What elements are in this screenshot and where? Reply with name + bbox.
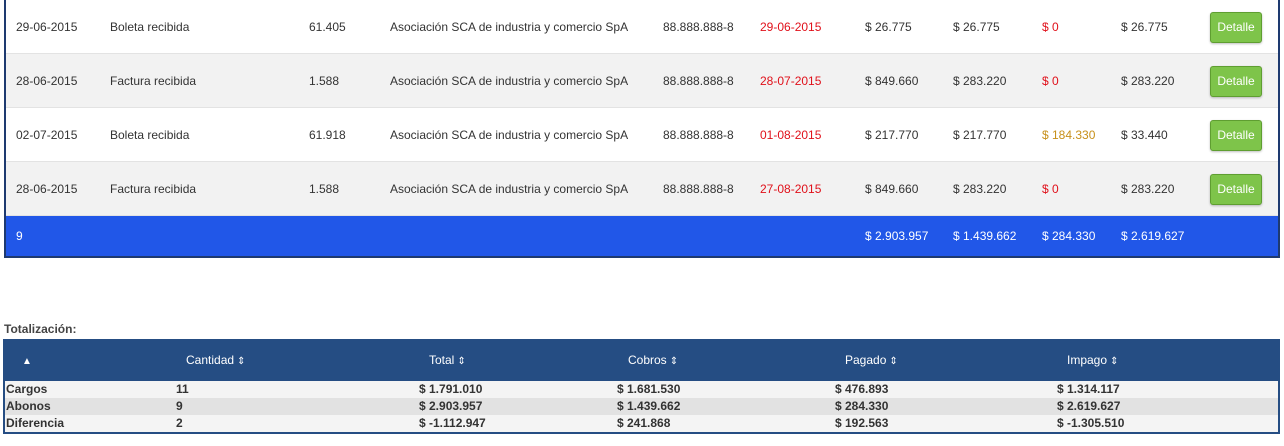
cobros-cell: $ 283.220 xyxy=(953,74,1007,88)
detail-button[interactable]: Detalle xyxy=(1210,174,1262,205)
type-cell: Factura recibida xyxy=(110,74,197,88)
due-date-cell: 28-07-2015 xyxy=(760,74,822,88)
detail-button[interactable]: Detalle xyxy=(1210,66,1262,97)
footer-pagado: $ 2.619.627 xyxy=(1121,229,1185,243)
column-header-pagado[interactable]: Pagado ⇕ xyxy=(845,353,898,367)
totals-title: Totalización: xyxy=(4,322,77,336)
column-header-cobros[interactable]: Cobros ⇕ xyxy=(628,353,679,367)
pagado-cell: $ 283.220 xyxy=(1121,182,1175,196)
saldo-cell: $ 0 xyxy=(1042,20,1059,34)
cantidad-cell: 9 xyxy=(176,399,183,413)
company-cell: Asociación SCA de industria y comercio S… xyxy=(390,20,629,34)
footer-total: $ 2.903.957 xyxy=(865,229,929,243)
pagado-cell: $ 476.893 xyxy=(835,382,889,396)
sort-icon: ⇕ xyxy=(889,356,898,367)
pagado-cell: $ 284.330 xyxy=(835,399,889,413)
table-row: Diferencia 2 $ -1.112.947 $ 241.868 $ 19… xyxy=(5,415,1278,432)
saldo-cell: $ 0 xyxy=(1042,182,1059,196)
due-date-cell: 01-08-2015 xyxy=(760,128,822,142)
type-cell: Factura recibida xyxy=(110,182,197,196)
saldo-cell: $ 0 xyxy=(1042,74,1059,88)
number-cell: 61.405 xyxy=(309,20,346,34)
total-cell: $ 2.903.957 xyxy=(419,399,483,413)
pagado-cell: $ 33.440 xyxy=(1121,128,1168,142)
rut-cell: 88.888.888-8 xyxy=(663,182,734,196)
rut-cell: 88.888.888-8 xyxy=(663,74,734,88)
pagado-cell: $ 283.220 xyxy=(1121,74,1175,88)
number-cell: 1.588 xyxy=(309,182,340,196)
type-cell: Boleta recibida xyxy=(110,128,190,142)
rut-cell: 88.888.888-8 xyxy=(663,128,734,142)
sort-icon: ⇕ xyxy=(457,356,466,367)
cobros-cell: $ 283.220 xyxy=(953,182,1007,196)
detail-button[interactable]: Detalle xyxy=(1210,120,1262,151)
table-row: Abonos 9 $ 2.903.957 $ 1.439.662 $ 284.3… xyxy=(5,398,1278,415)
column-header-cantidad[interactable]: Cantidad ⇕ xyxy=(186,353,246,367)
row-label: Cargos xyxy=(6,382,48,396)
footer-cobros: $ 1.439.662 xyxy=(953,229,1017,243)
column-header-impago[interactable]: Impago ⇕ xyxy=(1067,353,1119,367)
cantidad-cell: 2 xyxy=(176,416,183,430)
sort-icon: ⇕ xyxy=(1110,356,1119,367)
company-cell: Asociación SCA de industria y comercio S… xyxy=(390,74,629,88)
date-cell: 02-07-2015 xyxy=(16,128,78,142)
cobros-cell: $ 217.770 xyxy=(953,128,1007,142)
total-cell: $ -1.112.947 xyxy=(419,416,486,430)
total-cell: $ 1.791.010 xyxy=(419,382,483,396)
cobros-cell: $ 1.681.530 xyxy=(617,382,681,396)
totals-table: ▲︎ Cantidad ⇕ Total ⇕ Cobros ⇕ Pagado ⇕ Impa… xyxy=(3,339,1280,436)
total-cell: $ 849.660 xyxy=(865,182,919,196)
column-header-first[interactable]: ▲︎ xyxy=(19,339,32,381)
date-cell: 29-06-2015 xyxy=(16,20,78,34)
date-cell: 28-06-2015 xyxy=(16,74,78,88)
totals-header: ▲︎ Cantidad ⇕ Total ⇕ Cobros ⇕ Pagado ⇕ Impa… xyxy=(3,339,1280,381)
sort-icon: ⇕ xyxy=(669,356,679,367)
table-row: 29-06-2015 Boleta recibida 61.405 Asocia… xyxy=(6,0,1278,54)
detail-button[interactable]: Detalle xyxy=(1210,12,1262,43)
total-cell: $ 217.770 xyxy=(865,128,919,142)
cobros-cell: $ 1.439.662 xyxy=(617,399,681,413)
impago-cell: $ -1.305.510 xyxy=(1057,416,1125,430)
column-header-total[interactable]: Total ⇕ xyxy=(429,353,466,367)
number-cell: 1.588 xyxy=(309,74,340,88)
totals-body: Cargos 11 $ 1.791.010 $ 1.681.530 $ 476.… xyxy=(3,381,1280,434)
saldo-cell: $ 184.330 xyxy=(1042,128,1096,142)
table-row: 02-07-2015 Boleta recibida 61.918 Asocia… xyxy=(6,108,1278,162)
footer-saldo: $ 284.330 xyxy=(1042,229,1096,243)
pagado-cell: $ 26.775 xyxy=(1121,20,1168,34)
table-row: Cargos 11 $ 1.791.010 $ 1.681.530 $ 476.… xyxy=(5,381,1278,398)
total-cell: $ 26.775 xyxy=(865,20,912,34)
table-footer: 9 $ 2.903.957 $ 1.439.662 $ 284.330 $ 2.… xyxy=(6,216,1278,256)
type-cell: Boleta recibida xyxy=(110,20,190,34)
row-label: Abonos xyxy=(6,399,51,413)
date-cell: 28-06-2015 xyxy=(16,182,78,196)
cantidad-cell: 11 xyxy=(176,382,189,396)
sort-icon: ▲︎ xyxy=(22,356,32,367)
total-cell: $ 849.660 xyxy=(865,74,919,88)
rut-cell: 88.888.888-8 xyxy=(663,20,734,34)
table-row: 28-06-2015 Factura recibida 1.588 Asocia… xyxy=(6,162,1278,216)
number-cell: 61.918 xyxy=(309,128,346,142)
table-row: 28-06-2015 Factura recibida 1.588 Asocia… xyxy=(6,54,1278,108)
company-cell: Asociación SCA de industria y comercio S… xyxy=(390,182,629,196)
company-cell: Asociación SCA de industria y comercio S… xyxy=(390,128,629,142)
cobros-cell: $ 26.775 xyxy=(953,20,1000,34)
due-date-cell: 27-08-2015 xyxy=(760,182,822,196)
footer-count: 9 xyxy=(16,229,23,243)
impago-cell: $ 2.619.627 xyxy=(1057,399,1121,413)
impago-cell: $ 1.314.117 xyxy=(1057,382,1120,396)
row-label: Diferencia xyxy=(6,416,65,430)
sort-icon: ⇕ xyxy=(237,356,246,367)
documents-table: 29-06-2015 Boleta recibida 61.405 Asocia… xyxy=(4,0,1280,258)
cobros-cell: $ 241.868 xyxy=(617,416,671,430)
due-date-cell: 29-06-2015 xyxy=(760,20,822,34)
pagado-cell: $ 192.563 xyxy=(835,416,889,430)
